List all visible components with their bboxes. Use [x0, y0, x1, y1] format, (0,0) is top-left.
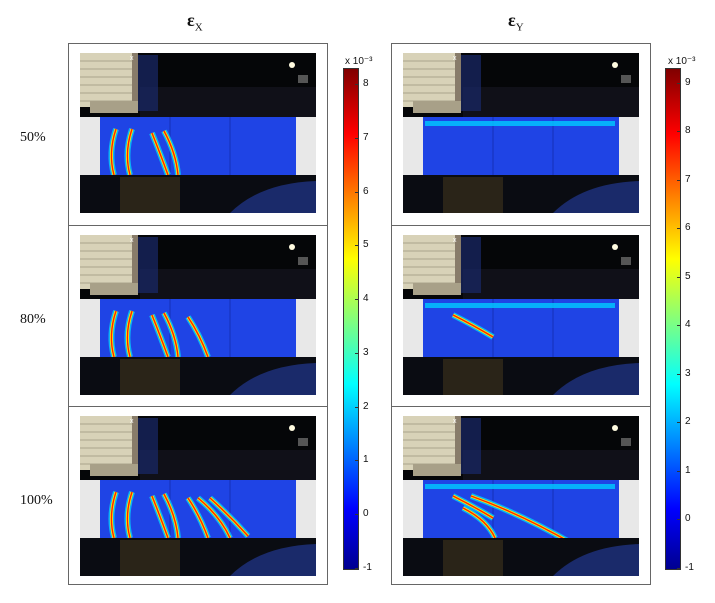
colorbar-tick-label: 1: [685, 464, 691, 476]
strain-panel-ey-100: x: [403, 416, 639, 576]
colorbar-exponent-ex: x 10⁻³: [345, 56, 373, 67]
colorbar-tick-label: 5: [685, 270, 691, 282]
colorbar-tick-mark: [355, 245, 359, 247]
colorbar-tick-mark: [677, 82, 681, 84]
colorbar-tick-mark: [355, 514, 359, 516]
colorbar-tick-label: 7: [363, 131, 369, 143]
colorbar-tick-label: 4: [363, 293, 369, 305]
colorbar-tick-label: 4: [685, 319, 691, 331]
grid-ex: [68, 43, 328, 585]
strain-panel-ey-50: x: [403, 53, 639, 213]
colorbar-tick-label: -1: [363, 562, 372, 573]
colorbar-tick-label: 6: [363, 185, 369, 197]
colorbar-tick-mark: [355, 84, 359, 86]
colorbar-tick-mark: [677, 568, 681, 569]
colorbar-tick-label: 1: [363, 454, 369, 466]
strain-panel-ey-80: x: [403, 235, 639, 395]
colorbar-tick-mark: [677, 228, 681, 230]
colorbar-tick-label: 3: [363, 346, 369, 358]
colorbar-tick-label: 0: [363, 508, 369, 520]
colorbar-tick-label: 6: [685, 222, 691, 234]
colorbar-tick-label: 7: [685, 173, 691, 185]
colorbar-tick-mark: [677, 179, 681, 181]
colorbar-tick-label: 9: [685, 76, 691, 88]
colorbar-tick-mark: [355, 406, 359, 408]
row-label-50: 50%: [20, 130, 46, 145]
panel-marker-label: x: [130, 55, 134, 62]
colorbar-tick-mark: [677, 131, 681, 133]
colorbar-tick-label: -1: [685, 562, 694, 573]
colorbar-ex: [343, 68, 359, 570]
colorbar-tick-mark: [677, 276, 681, 278]
strain-panel-ex-80: x: [80, 235, 316, 395]
colorbar-tick-mark: [677, 470, 681, 472]
row-label-80: 80%: [20, 312, 46, 327]
colorbar-tick-label: 3: [685, 367, 691, 379]
colorbar-tick-label: 2: [363, 400, 369, 412]
colorbar-tick-label: 5: [363, 239, 369, 251]
colorbar-tick-label: 2: [685, 416, 691, 428]
colorbar-tick-label: 0: [685, 513, 691, 525]
panel-marker-label: x: [130, 237, 134, 244]
colorbar-tick-mark: [677, 325, 681, 327]
colorbar-tick-label: 8: [363, 78, 369, 90]
colorbar-tick-mark: [355, 460, 359, 462]
colorbar-exponent-ey: x 10⁻³: [668, 56, 696, 67]
column-header-ey: εY: [508, 10, 524, 34]
colorbar-tick-mark: [355, 352, 359, 354]
panel-marker-label: x: [130, 418, 134, 425]
strain-panel-ex-100: x: [80, 416, 316, 576]
colorbar-ey: [665, 68, 681, 570]
strain-panel-ex-50: x: [80, 53, 316, 213]
panel-marker-label: x: [453, 55, 457, 62]
colorbar-tick-mark: [355, 568, 359, 569]
grid-ey: [391, 43, 651, 585]
colorbar-tick-mark: [677, 519, 681, 521]
colorbar-tick-mark: [677, 373, 681, 375]
column-header-ex: εX: [187, 10, 203, 34]
colorbar-tick-mark: [355, 137, 359, 139]
colorbar-tick-mark: [355, 191, 359, 193]
panel-marker-label: x: [453, 418, 457, 425]
row-label-100: 100%: [20, 493, 53, 508]
colorbar-tick-label: 8: [685, 125, 691, 137]
panel-marker-label: x: [453, 237, 457, 244]
colorbar-tick-mark: [677, 422, 681, 424]
colorbar-tick-mark: [355, 299, 359, 301]
